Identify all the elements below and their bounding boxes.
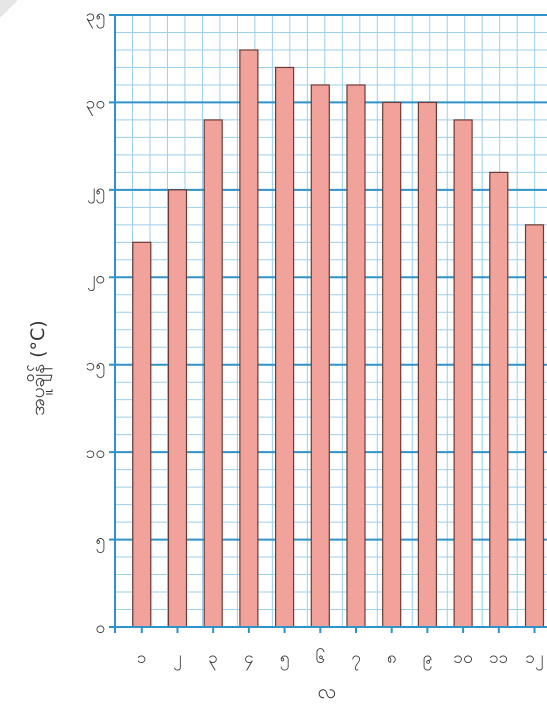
bar xyxy=(489,171,509,628)
x-tick-label: ၃ xyxy=(208,648,218,671)
x-tick-label: ၁၂ xyxy=(526,648,544,671)
x-tick-label: ၇ xyxy=(351,648,361,671)
x-axis-label: လ xyxy=(318,679,337,703)
x-tick-label: ၆ xyxy=(316,647,326,668)
x-tick-label: ၂ xyxy=(173,648,181,671)
bar xyxy=(417,101,437,628)
x-tick-label: ၅ xyxy=(280,648,290,671)
y-tick-label: ၃၅ xyxy=(86,6,105,29)
x-tick-label: ၁၁ xyxy=(489,648,508,668)
y-tick-label: ၂၅ xyxy=(87,181,105,204)
bar xyxy=(310,84,330,628)
bar xyxy=(132,241,152,628)
bar xyxy=(167,189,188,628)
y-tick-labels: ၀ ၅ ၁၀ ၁၅ ၂၀ ၂၅ ၃၀ ၃၅ xyxy=(86,6,115,638)
bar xyxy=(239,49,259,628)
bar xyxy=(453,119,473,628)
x-tick-label: ၈ xyxy=(387,648,397,668)
y-tick-label: ၃၀ xyxy=(86,93,105,116)
x-tick-label: ၁၀ xyxy=(454,648,473,668)
page-corner-fold xyxy=(0,0,18,18)
y-tick-label: ၁၀ xyxy=(86,443,105,463)
bar xyxy=(203,119,223,628)
bar xyxy=(346,84,366,628)
bar xyxy=(382,101,402,628)
y-tick-label: ၅ xyxy=(95,531,105,554)
bar xyxy=(524,224,545,628)
x-tick-label: ၁ xyxy=(137,648,147,668)
y-tick-label: ၁၅ xyxy=(86,356,105,379)
x-tick-label: ၄ xyxy=(244,648,254,671)
x-tick-label: ၉ xyxy=(423,648,433,671)
x-tick-labels: ၁၂၃၄၅၆၇၈၉၁၀ ၁၁ ၁၂ xyxy=(137,627,543,671)
y-tick-label: ၂၀ xyxy=(87,268,105,291)
y-axis-label: အပူချိန် (°C) xyxy=(26,320,53,415)
axes xyxy=(109,15,547,633)
bar xyxy=(274,66,295,628)
y-tick-label: ၀ xyxy=(95,618,105,638)
